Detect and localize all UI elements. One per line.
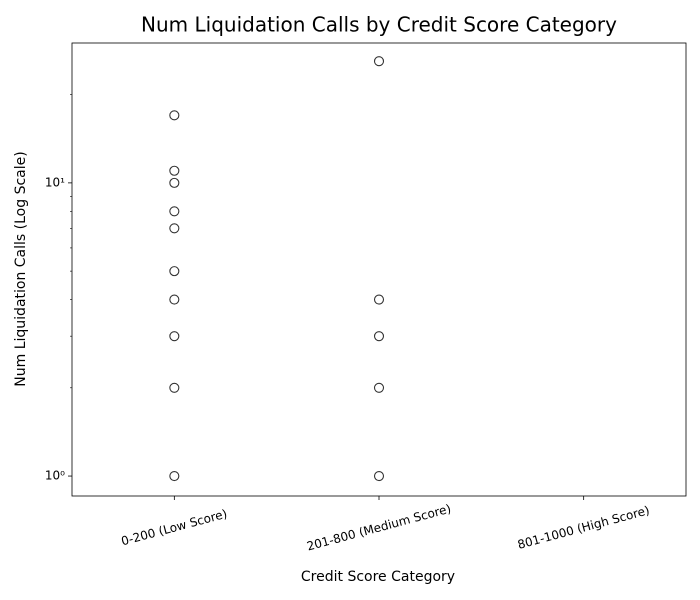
point xyxy=(169,223,180,234)
point xyxy=(169,110,180,121)
point xyxy=(169,206,180,217)
x-axis-label: Credit Score Category xyxy=(301,569,455,585)
point xyxy=(373,331,385,342)
point xyxy=(169,177,180,188)
y-axis-label: Num Liquidation Calls (Log Scale) xyxy=(13,151,29,386)
point xyxy=(169,382,180,393)
point xyxy=(373,382,385,393)
y-tick-label: 10¹ xyxy=(45,175,65,189)
chart-title: Num Liquidation Calls by Credit Score Ca… xyxy=(141,13,617,37)
point xyxy=(169,471,180,482)
point xyxy=(169,165,180,176)
x-tick-label: 0-200 (Low Score) xyxy=(120,507,229,549)
point xyxy=(373,294,385,305)
point xyxy=(373,471,385,482)
y-tick-label: 10⁰ xyxy=(45,469,65,483)
plot-frame xyxy=(71,42,687,497)
x-tick-label: 201-800 (Medium Score) xyxy=(305,502,452,554)
point xyxy=(169,294,180,305)
x-tick-label: 801-1000 (High Score) xyxy=(516,503,651,552)
point xyxy=(169,331,180,342)
point xyxy=(169,266,180,277)
point xyxy=(373,56,385,67)
